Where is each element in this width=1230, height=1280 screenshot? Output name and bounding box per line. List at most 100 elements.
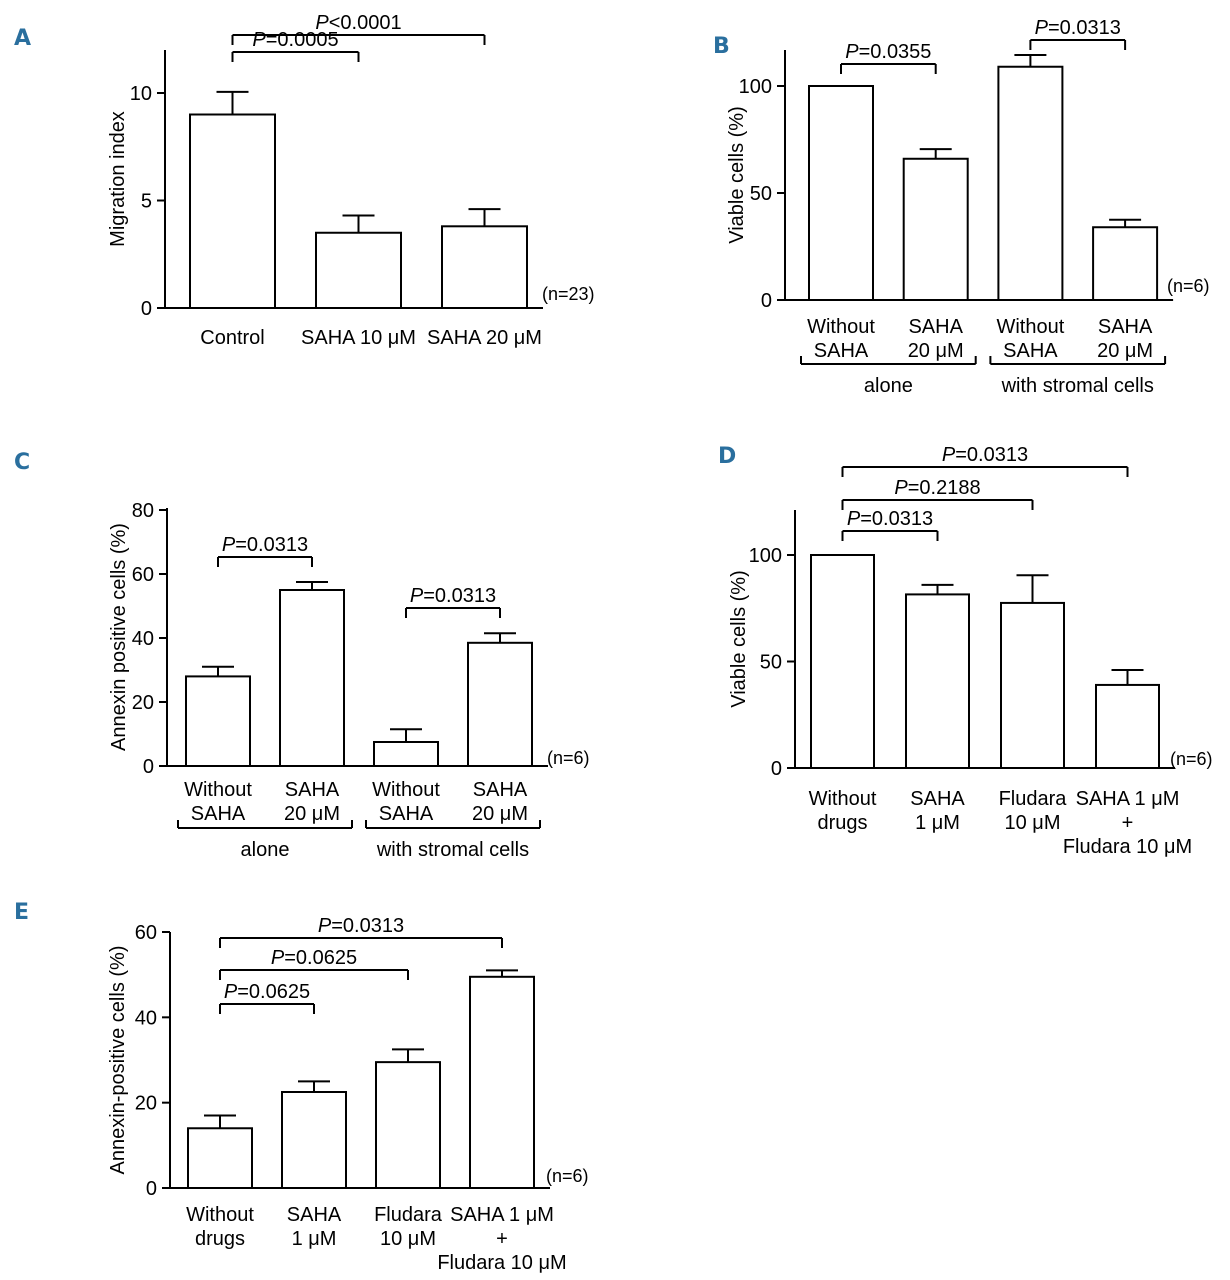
bar: [808, 85, 874, 301]
x-category-label: 20 μM: [284, 803, 340, 825]
p-value-label: P=0.0355: [845, 41, 931, 63]
x-category-label: SAHA: [814, 340, 869, 362]
x-category-label: Control: [200, 327, 264, 349]
n-count-label: (n=6): [1167, 276, 1210, 296]
panel-letter-e: E: [14, 900, 30, 925]
x-category-label: SAHA 1 μM: [1076, 788, 1180, 810]
x-category-label: SAHA: [910, 788, 965, 810]
y-tick-label: 5: [141, 191, 152, 213]
x-category-label: SAHA 20 μM: [427, 327, 542, 349]
p-value-label: P=0.0313: [942, 444, 1028, 466]
p-value-number: =0.0313: [423, 585, 496, 607]
bar: [1092, 226, 1159, 302]
x-category-label: SAHA: [1098, 316, 1153, 338]
y-tick-label: 20: [132, 692, 154, 714]
group-label: with stromal cells: [1001, 375, 1154, 397]
x-category-label: Without: [186, 1204, 254, 1226]
p-value-number: =0.0313: [331, 915, 404, 937]
bar: [187, 1127, 253, 1190]
y-axis-label: Annexin-positive cells (%): [107, 946, 129, 1175]
bar: [469, 975, 535, 1189]
y-tick-label: 80: [132, 500, 154, 522]
p-value-label: P<0.0001: [315, 12, 401, 34]
panel-letter-c: C: [14, 450, 31, 475]
y-tick-label: 0: [771, 758, 782, 780]
y-tick-label: 50: [760, 652, 782, 674]
x-category-label: 10 μM: [380, 1228, 436, 1250]
panel-letter-d: D: [718, 444, 737, 469]
bar: [315, 231, 402, 309]
bar: [1000, 601, 1065, 769]
x-category-label: SAHA: [285, 779, 340, 801]
p-value-label: P=0.0313: [410, 585, 496, 607]
y-tick-label: 0: [146, 1178, 157, 1200]
y-tick-label: 0: [143, 756, 154, 778]
y-tick-label: 40: [135, 1007, 157, 1029]
x-category-label: 20 μM: [472, 803, 528, 825]
x-category-label: +: [1122, 812, 1134, 834]
p-value-symbol: P: [224, 981, 238, 1003]
p-value-number: =0.0313: [955, 444, 1028, 466]
x-category-label: drugs: [817, 812, 867, 834]
bar: [373, 741, 439, 767]
panel-e-chart: 0 20 40 60 Annexin-positive cells (%) Without…: [107, 915, 589, 1274]
p-value-symbol: P: [847, 508, 861, 530]
x-category-label: +: [496, 1228, 508, 1250]
p-value-number: =0.0313: [235, 534, 308, 556]
x-category-label: SAHA: [287, 1204, 342, 1226]
bar: [467, 641, 533, 767]
y-tick-label: 0: [761, 290, 772, 312]
p-value-symbol: P: [1035, 17, 1049, 39]
group-label: alone: [864, 375, 913, 397]
x-category-label: drugs: [195, 1228, 245, 1250]
bar: [997, 65, 1064, 301]
n-count-label: (n=6): [546, 1166, 589, 1186]
x-category-label: 1 μM: [915, 812, 960, 834]
x-category-label: SAHA 10 μM: [301, 327, 416, 349]
p-value-label: P=0.0625: [224, 981, 310, 1003]
y-axis-label: Migration index: [107, 111, 129, 247]
x-category-label: SAHA: [191, 803, 246, 825]
p-value-number: =0.0313: [1048, 17, 1121, 39]
p-value-symbol: P: [318, 915, 332, 937]
panel-letter-b: B: [713, 34, 730, 59]
x-category-label: Without: [372, 779, 440, 801]
x-category-label: SAHA: [1003, 340, 1058, 362]
bar: [1095, 683, 1160, 769]
x-category-label: Fludara 10 μM: [437, 1252, 566, 1274]
p-value-symbol: P: [845, 41, 859, 63]
p-value-label: P=0.0313: [222, 534, 308, 556]
x-category-label: 10 μM: [1005, 812, 1061, 834]
n-count-label: (n=23): [542, 284, 595, 304]
x-category-label: SAHA: [473, 779, 528, 801]
x-category-label: Without: [184, 779, 252, 801]
p-value-number: =0.0625: [284, 947, 357, 969]
n-count-label: (n=6): [1170, 749, 1213, 769]
bar: [279, 589, 345, 767]
x-category-label: 20 μM: [1097, 340, 1153, 362]
y-tick-label: 60: [132, 564, 154, 586]
y-tick-label: 60: [135, 922, 157, 944]
bar: [902, 157, 969, 301]
y-tick-label: 40: [132, 628, 154, 650]
p-value-label: P=0.2188: [894, 477, 980, 499]
p-value-number: =0.2188: [908, 477, 981, 499]
n-count-label: (n=6): [547, 748, 590, 768]
p-value-symbol: P: [222, 534, 236, 556]
p-value-label: P=0.0313: [1035, 17, 1121, 39]
bar: [441, 225, 528, 309]
y-axis-label: Annexin positive cells (%): [108, 523, 130, 751]
x-category-label: 1 μM: [292, 1228, 337, 1250]
y-tick-label: 100: [739, 76, 772, 98]
p-value-symbol: P: [410, 585, 424, 607]
bar: [189, 113, 276, 309]
bar: [281, 1091, 347, 1189]
p-value-label: P=0.0313: [847, 508, 933, 530]
p-value-number: <0.0001: [329, 12, 402, 34]
p-value-number: =0.0313: [860, 508, 933, 530]
panel-letter-a: A: [14, 26, 32, 51]
